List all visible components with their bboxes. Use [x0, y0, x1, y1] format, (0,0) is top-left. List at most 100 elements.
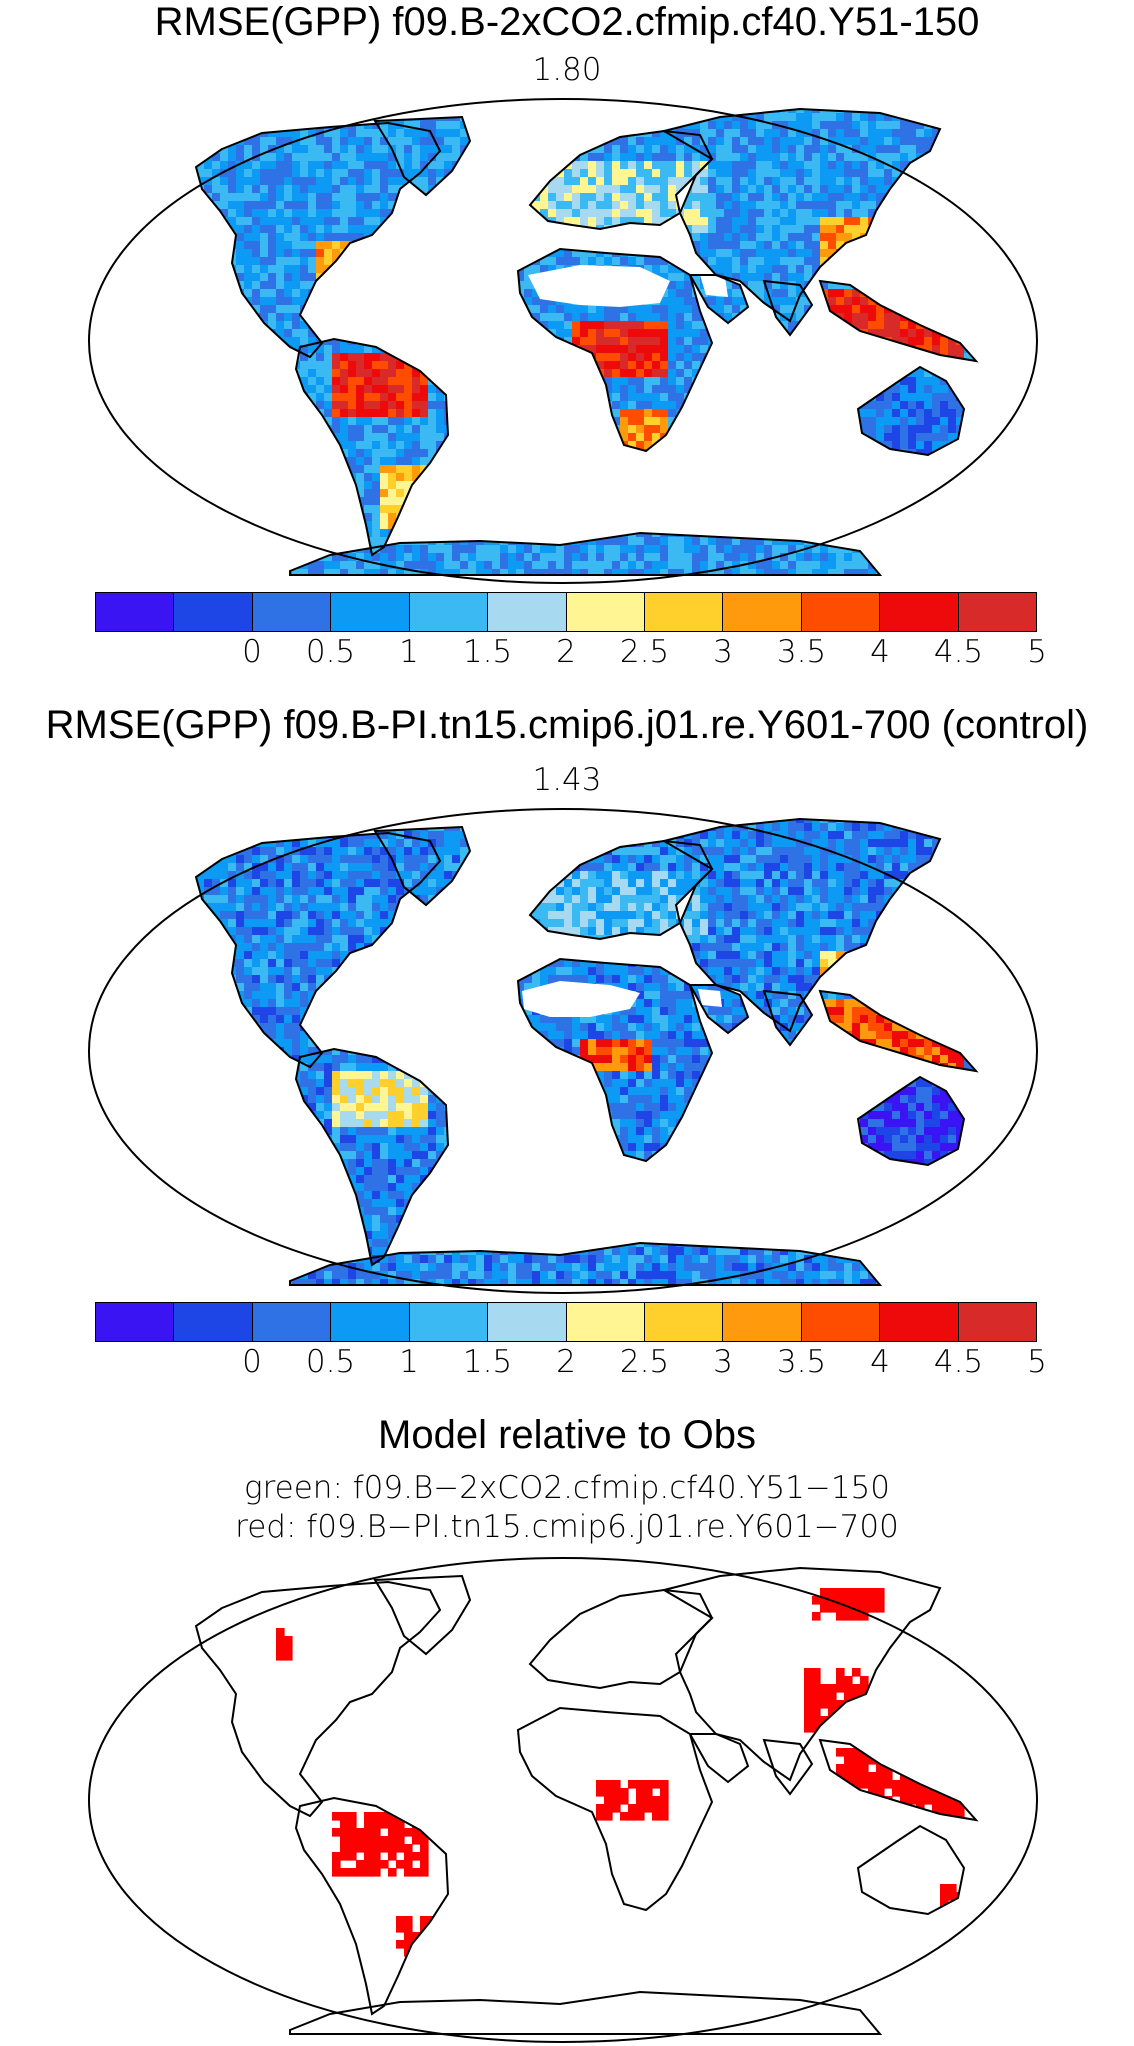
colorbar-swatch [566, 1303, 645, 1341]
panel2-global-rmse: 1.43 [532, 762, 602, 798]
coastline-asia [661, 817, 942, 1033]
colorbar-tick-label: 4.5 [933, 1344, 984, 1380]
coastline-india [762, 1738, 814, 1796]
colorbar-swatch [880, 1303, 959, 1341]
colorbar-tick-label: 0.5 [305, 634, 356, 670]
coastline-aus [856, 365, 966, 457]
colorbar-swatch [958, 1303, 1037, 1341]
colorbar-swatch [409, 1303, 489, 1341]
colorbar-tick-label: 2.5 [619, 634, 670, 670]
colorbar-tick-label: 1.5 [462, 1344, 513, 1380]
panel1-title: RMSE(GPP) f09.B-2xCO2.cfmip.cf40.Y51-150 [154, 0, 980, 44]
colorbar-swatch [880, 593, 959, 631]
coastline-sa [294, 1796, 450, 2016]
coastline-ant [289, 1241, 883, 1286]
colorbar-tick-label: 5 [1027, 1344, 1047, 1380]
colorbar-tick-label: 2 [556, 634, 576, 670]
coastline-ant [289, 531, 883, 576]
coastline-india [762, 279, 814, 337]
colorbar-tick-label: 0 [242, 634, 262, 670]
coastline-greenland [373, 115, 472, 197]
coastline-seasia [818, 989, 979, 1073]
coastline-asia [661, 1566, 942, 1782]
colorbar-tick-label: 4 [870, 634, 890, 670]
colorbar-swatch [488, 593, 567, 631]
map-frame [88, 1557, 1038, 2043]
panel3-legend-red: red: f09.B−PI.tn15.cmip6.j01.re.Y601−700 [235, 1509, 899, 1545]
colorbar-tick-label: 0.5 [305, 1344, 356, 1380]
coastline-sa [294, 337, 450, 557]
panel3-title: Model relative to Obs [378, 1413, 756, 1457]
missing-data-region [528, 265, 670, 307]
missing-data-region [522, 981, 640, 1017]
panel1-global-rmse: 1.80 [532, 52, 602, 88]
panel2-colorbar-ticks: 0 0.5 1 1.5 2 2.5 3 3.5 4 4.5 5 [0, 1344, 1134, 1384]
coastline-arabia [688, 1733, 750, 1784]
coastline-eu [528, 129, 714, 231]
colorbar-tick-label: 0 [242, 1344, 262, 1380]
colorbar-tick-label: 4.5 [933, 634, 984, 670]
colorbar-swatch [644, 1303, 724, 1341]
panel2-rmse-map [88, 808, 1038, 1294]
colorbar-swatch [96, 593, 175, 631]
colorbar-tick-label: 2.5 [619, 1344, 670, 1380]
coastline-af [516, 247, 714, 453]
colorbar-tick-label: 5 [1027, 634, 1047, 670]
coastline-greenland [373, 1574, 472, 1656]
colorbar-swatch [958, 593, 1037, 631]
coastline-greenland [373, 825, 472, 907]
panel1-colorbar-ticks: 0 0.5 1 1.5 2 2.5 3 3.5 4 4.5 5 [0, 634, 1134, 674]
colorbar-swatch [566, 593, 645, 631]
coastline-ant [289, 1990, 883, 2035]
colorbar-tick-label: 3.5 [776, 1344, 827, 1380]
colorbar-swatch [409, 593, 489, 631]
colorbar-swatch [174, 593, 253, 631]
map-frame [88, 808, 1038, 1294]
coastline-arabia [688, 274, 750, 325]
missing-data-region [698, 989, 722, 1007]
colorbar-swatch [801, 593, 881, 631]
coastline-arabia [688, 984, 750, 1035]
coastline-af [516, 957, 714, 1163]
colorbar-swatch [252, 1303, 332, 1341]
coastline-eu [528, 839, 714, 941]
coastline-asia [661, 107, 942, 323]
panel3-legend-green: green: f09.B−2xCO2.cfmip.cf40.Y51−150 [243, 1470, 891, 1506]
colorbar-tick-label: 3 [713, 634, 733, 670]
coastline-na [194, 831, 442, 1069]
colorbar-swatch [723, 593, 802, 631]
colorbar-tick-label: 2 [556, 1344, 576, 1380]
panel2-title: RMSE(GPP) f09.B-PI.tn15.cmip6.j01.re.Y60… [45, 703, 1089, 747]
colorbar-tick-label: 3.5 [776, 634, 827, 670]
colorbar-swatch [96, 1303, 175, 1341]
coastline-af [516, 1706, 714, 1912]
panel2-colorbar [95, 1302, 1037, 1342]
colorbar-swatch [801, 1303, 881, 1341]
coastline-eu [528, 1588, 714, 1690]
coastline-seasia [818, 1738, 979, 1822]
colorbar-swatch [331, 593, 410, 631]
colorbar-swatch [488, 1303, 567, 1341]
panel1-colorbar [95, 592, 1037, 632]
coastline-aus [856, 1824, 966, 1916]
missing-data-region [700, 275, 728, 297]
coastline-sa [294, 1047, 450, 1267]
colorbar-swatch [644, 593, 724, 631]
coastline-seasia [818, 279, 979, 363]
map-frame [88, 98, 1038, 584]
panel1-rmse-map [88, 98, 1038, 584]
colorbar-tick-label: 1.5 [462, 634, 513, 670]
colorbar-swatch [723, 1303, 802, 1341]
colorbar-tick-label: 1 [399, 1344, 419, 1380]
colorbar-tick-label: 1 [399, 634, 419, 670]
colorbar-swatch [331, 1303, 410, 1341]
colorbar-tick-label: 3 [713, 1344, 733, 1380]
colorbar-swatch [174, 1303, 253, 1341]
coastline-india [762, 989, 814, 1047]
colorbar-tick-label: 4 [870, 1344, 890, 1380]
panel3-relative-map [88, 1557, 1038, 2043]
coastline-na [194, 121, 442, 359]
coastline-aus [856, 1075, 966, 1167]
coastline-na [194, 1580, 442, 1818]
colorbar-swatch [252, 593, 332, 631]
